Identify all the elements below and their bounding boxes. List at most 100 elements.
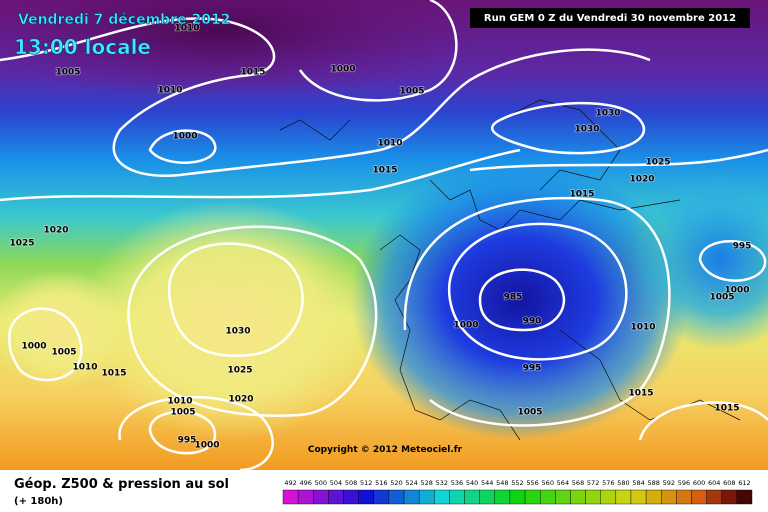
scale-cell <box>434 489 450 505</box>
scale-cell <box>721 489 738 505</box>
scale-label: 604 <box>708 479 720 487</box>
scale-cell <box>706 489 722 505</box>
scale-label: 552 <box>511 479 523 487</box>
isobar-label: 995 <box>733 242 752 252</box>
isobar-label: 1030 <box>595 109 620 119</box>
isobar-label: 1025 <box>227 366 252 376</box>
scale-cell <box>328 489 344 505</box>
scale-label: 592 <box>663 479 675 487</box>
scale-label: 548 <box>496 479 508 487</box>
run-info: Run GEM 0 Z du Vendredi 30 novembre 2012 <box>484 13 736 24</box>
scale-cell <box>524 489 541 505</box>
scale-cell <box>343 489 359 505</box>
scale-label: 588 <box>647 479 659 487</box>
run-box <box>470 8 750 28</box>
scale-label: 608 <box>723 479 735 487</box>
scale-cell <box>313 489 329 505</box>
scale-cell <box>615 489 632 505</box>
scale-label: 520 <box>390 479 402 487</box>
scale-cell <box>600 489 617 505</box>
scale-label: 536 <box>451 479 463 487</box>
scale-label: 500 <box>315 479 327 487</box>
scale-label: 560 <box>542 479 554 487</box>
scale-cell <box>676 489 692 505</box>
scale-cell <box>736 489 753 505</box>
scale-label: 492 <box>284 479 296 487</box>
scale-cell <box>388 489 405 505</box>
scale-label: 568 <box>572 479 584 487</box>
scale-label: 540 <box>466 479 478 487</box>
isobar-label: 1010 <box>157 86 182 96</box>
isobar-label: 1010 <box>72 363 97 373</box>
isobar-label: 1015 <box>101 369 126 379</box>
scale-label: 572 <box>587 479 599 487</box>
isobar-label: 995 <box>178 436 197 446</box>
isobar-label: 1005 <box>399 87 424 97</box>
isobar-label: 1020 <box>228 395 253 405</box>
scale-cell <box>494 489 511 505</box>
scale-label: 532 <box>436 479 448 487</box>
isobar-label: 1015 <box>240 68 265 78</box>
isobar-label: 985 <box>504 293 523 303</box>
scale-label: 600 <box>693 479 705 487</box>
copyright: Copyright © 2012 Meteociel.fr <box>308 445 463 455</box>
scale-cell <box>630 489 647 505</box>
scale-cell <box>570 489 586 505</box>
scale-cell <box>539 489 556 505</box>
scale-label: 612 <box>738 479 750 487</box>
coastlines <box>279 99 741 441</box>
scale-cell <box>661 489 677 505</box>
isobar-label: 1000 <box>194 441 219 451</box>
isobar-label: 1000 <box>21 342 46 352</box>
footer-lead: (+ 180h) <box>14 496 63 507</box>
scale-cell <box>691 489 707 505</box>
scale-cell <box>585 489 601 505</box>
isobar-label: 1005 <box>709 293 734 303</box>
isobar-label: 1010 <box>167 397 192 407</box>
isobar-label: 1015 <box>569 190 594 200</box>
isobar-label: 1030 <box>574 125 599 135</box>
isobar-label: 1005 <box>517 408 542 418</box>
isobar-label: 1015 <box>714 404 739 414</box>
scale-cell <box>297 489 314 505</box>
scale-cell <box>555 489 571 505</box>
time: 13:00 locale <box>14 35 151 59</box>
scale-label: 584 <box>632 479 644 487</box>
scale-cell <box>418 489 435 505</box>
scale-label: 504 <box>330 479 342 487</box>
scale-label: 596 <box>678 479 690 487</box>
scale-cell <box>282 489 299 505</box>
scale-label: 564 <box>557 479 569 487</box>
scale-label: 580 <box>617 479 629 487</box>
field <box>0 0 768 470</box>
isobar-label: 1010 <box>377 139 402 149</box>
isobar-label: 1005 <box>55 68 80 78</box>
isobar-label: 1015 <box>628 389 653 399</box>
scale-label: 576 <box>602 479 614 487</box>
isobar-label: 1010 <box>630 323 655 333</box>
scale-cell <box>464 489 480 505</box>
date: Vendredi 7 décembre 2012 <box>18 12 230 28</box>
isobar-label: 1000 <box>172 132 197 142</box>
scale-cell <box>358 489 374 505</box>
scale-cell <box>645 489 662 505</box>
isobar-label: 1000 <box>453 321 478 331</box>
isobar-label: 1010 <box>174 24 199 34</box>
scale-cell <box>479 489 496 505</box>
scale-label: 528 <box>421 479 433 487</box>
scale-label: 516 <box>375 479 387 487</box>
scale-cell <box>449 489 465 505</box>
isobar-label: 1025 <box>645 158 670 168</box>
isobar-label: 1020 <box>629 175 654 185</box>
scale-cell <box>509 489 526 505</box>
isobar-label: 1000 <box>724 286 749 296</box>
isobar-label: 1015 <box>372 166 397 176</box>
scale-label: 512 <box>360 479 372 487</box>
isobar-label: 1000 <box>330 65 355 75</box>
isobar-label: 1005 <box>170 408 195 418</box>
footer-title: Géop. Z500 & pression au sol <box>14 477 229 492</box>
scale-cell <box>403 489 420 505</box>
scale-label: 556 <box>526 479 538 487</box>
scale-label: 544 <box>481 479 493 487</box>
